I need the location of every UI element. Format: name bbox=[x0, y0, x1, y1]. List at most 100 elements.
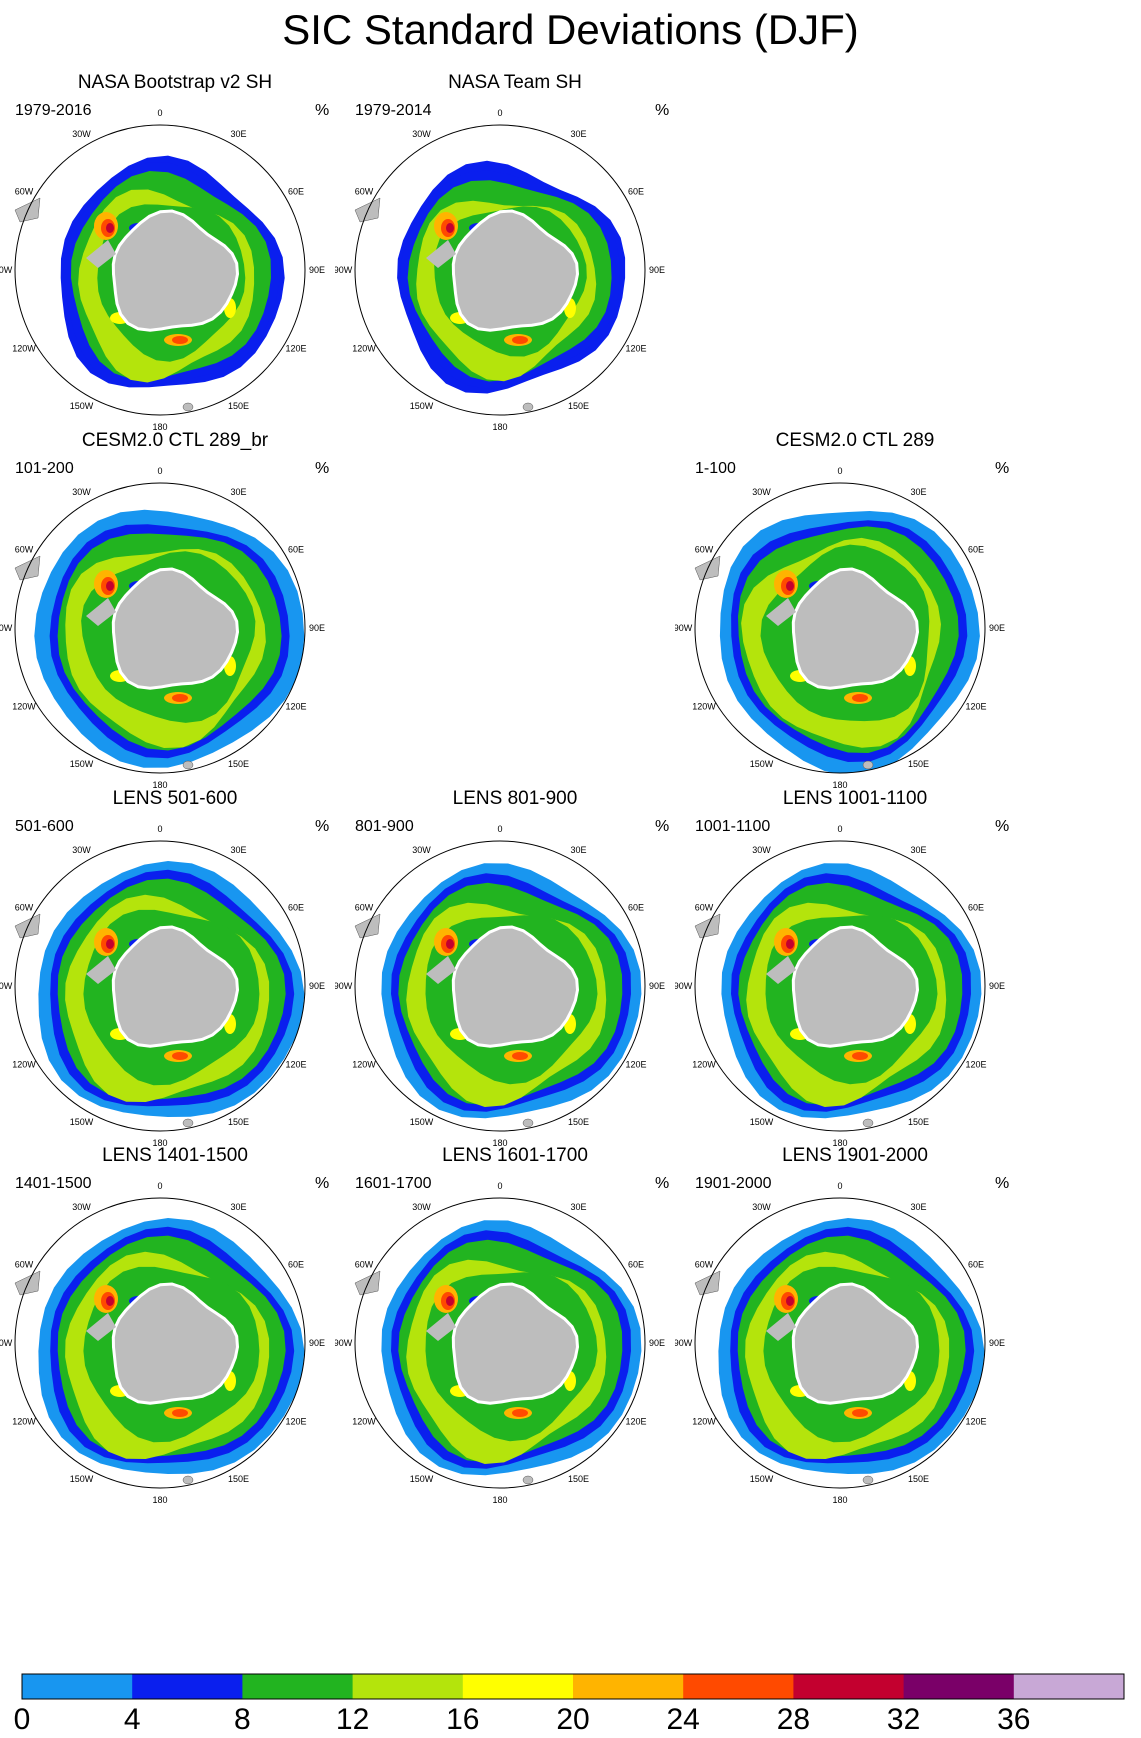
longitude-label: 90E bbox=[309, 265, 325, 275]
longitude-label: 60W bbox=[15, 1260, 34, 1270]
sic-hotspot bbox=[512, 1052, 528, 1060]
longitude-label: 60W bbox=[15, 903, 34, 913]
panel-years: 1601-1700 bbox=[355, 1175, 432, 1192]
longitude-label: 60E bbox=[628, 187, 644, 197]
panel-units: % bbox=[995, 460, 1010, 477]
longitude-label: 180 bbox=[492, 1138, 507, 1148]
longitude-label: 30E bbox=[230, 845, 246, 855]
antarctica-landmass bbox=[791, 567, 920, 690]
antarctic-peninsula bbox=[86, 956, 116, 984]
antarctic-peninsula bbox=[766, 598, 796, 626]
polar-map: 0 30E 60E 90E 120E 150E 180 150W 120W 90W 60W 30W bbox=[0, 1181, 325, 1505]
sic-hotspot bbox=[172, 1409, 188, 1417]
longitude-label: 120W bbox=[12, 1417, 36, 1427]
panel-years: 1901-2000 bbox=[695, 1175, 772, 1192]
sic-hotspot bbox=[106, 939, 114, 949]
sic-field bbox=[381, 863, 642, 1119]
sic-hotspot bbox=[512, 1409, 528, 1417]
longitude-label: 60E bbox=[288, 1260, 304, 1270]
longitude-label: 30W bbox=[752, 845, 771, 855]
longitude-label: 120W bbox=[12, 702, 36, 712]
longitude-label: 180 bbox=[152, 780, 167, 790]
longitude-label: 150W bbox=[750, 1474, 774, 1484]
longitude-label: 150W bbox=[750, 1117, 774, 1127]
longitude-label: 90W bbox=[0, 981, 13, 991]
panel-title: LENS 1901-2000 bbox=[782, 1145, 928, 1166]
antarctic-peninsula bbox=[426, 1313, 456, 1341]
colorbar-tick-label: 16 bbox=[446, 1703, 479, 1736]
longitude-label: 30W bbox=[412, 129, 431, 139]
longitude-label: 30W bbox=[412, 845, 431, 855]
longitude-label: 60W bbox=[355, 903, 374, 913]
polar-map: 0 30E 60E 90E 120E 150E 180 150W 120W 90W 60W 30W bbox=[335, 108, 665, 432]
colorbar-segment bbox=[132, 1674, 243, 1699]
longitude-label: 0 bbox=[497, 1181, 502, 1191]
longitude-label: 150W bbox=[410, 1474, 434, 1484]
antarctic-peninsula bbox=[426, 240, 456, 268]
longitude-label: 30E bbox=[910, 1202, 926, 1212]
antarctica-landmass bbox=[111, 1282, 240, 1405]
longitude-label: 90W bbox=[335, 265, 353, 275]
longitude-label: 150E bbox=[228, 401, 249, 411]
longitude-label: 150E bbox=[228, 1117, 249, 1127]
antarctica-landmass bbox=[111, 567, 240, 690]
panel-years: 801-900 bbox=[355, 818, 414, 835]
panel-units: % bbox=[315, 460, 330, 477]
longitude-label: 60W bbox=[15, 545, 34, 555]
longitude-label: 90E bbox=[649, 981, 665, 991]
panel-title: LENS 1001-1100 bbox=[782, 788, 928, 809]
longitude-label: 60W bbox=[15, 187, 34, 197]
longitude-label: 60W bbox=[355, 187, 374, 197]
longitude-label: 180 bbox=[152, 1138, 167, 1148]
new-zealand-island bbox=[862, 1118, 874, 1128]
panel-units: % bbox=[655, 818, 670, 835]
map-boundary bbox=[14, 840, 306, 1132]
longitude-label: 150E bbox=[568, 1474, 589, 1484]
longitude-label: 120E bbox=[285, 344, 306, 354]
longitude-label: 90E bbox=[309, 623, 325, 633]
colorbar-tick-label: 28 bbox=[777, 1703, 810, 1736]
longitude-label: 120E bbox=[625, 1417, 646, 1427]
antarctic-peninsula bbox=[86, 598, 116, 626]
map-panel-cesm-289: CESM2.0 CTL 289 1-100% 0 30E 60E 90E 120E 150E 1… bbox=[665, 430, 1045, 830]
longitude-label: 120W bbox=[352, 344, 376, 354]
colorbar-segment bbox=[352, 1674, 464, 1699]
sic-hotspot bbox=[852, 1409, 868, 1417]
polar-map: 0 30E 60E 90E 120E 150E 180 150W 120W 90W 60W 30W bbox=[675, 1181, 1005, 1505]
longitude-label: 120E bbox=[625, 344, 646, 354]
colorbar-tick-label: 8 bbox=[234, 1703, 251, 1736]
sic-hotspot bbox=[106, 581, 114, 591]
sic-hotspot bbox=[446, 1296, 454, 1306]
panel-title: NASA Bootstrap v2 SH bbox=[77, 72, 273, 93]
sic-field bbox=[381, 1220, 642, 1476]
longitude-label: 60W bbox=[695, 903, 714, 913]
colorbar-outline bbox=[21, 1673, 1125, 1700]
longitude-label: 90W bbox=[0, 1338, 13, 1348]
longitude-label: 120W bbox=[352, 1060, 376, 1070]
map-panel-nasa-team: NASA Team SH 1979-2014% 0 30E 60E 90E 120E 150E… bbox=[325, 72, 705, 472]
longitude-label: 60E bbox=[288, 545, 304, 555]
longitude-label: 90W bbox=[335, 1338, 353, 1348]
map-panel-lens-1001: LENS 1001-1100 1001-1100% 0 30E 60E 90E 120E 15… bbox=[665, 788, 1045, 1188]
polar-map: 0 30E 60E 90E 120E 150E 180 150W 120W 90W 60W 30W bbox=[0, 466, 325, 790]
longitude-label: 90E bbox=[649, 1338, 665, 1348]
longitude-label: 150W bbox=[70, 401, 94, 411]
longitude-label: 0 bbox=[837, 824, 842, 834]
sic-field bbox=[719, 511, 980, 773]
map-boundary bbox=[14, 1197, 306, 1489]
longitude-label: 120E bbox=[965, 1417, 986, 1427]
colorbar-tick-label: 4 bbox=[124, 1703, 141, 1736]
longitude-label: 60E bbox=[288, 187, 304, 197]
map-boundary bbox=[694, 482, 986, 774]
longitude-label: 60W bbox=[695, 1260, 714, 1270]
panel-title: LENS 501-600 bbox=[112, 788, 238, 809]
new-zealand-island bbox=[182, 402, 194, 412]
longitude-label: 150W bbox=[410, 1117, 434, 1127]
colorbar-segment bbox=[22, 1674, 133, 1699]
longitude-label: 30W bbox=[752, 1202, 771, 1212]
sic-hotspot bbox=[172, 694, 188, 702]
sic-hotspot bbox=[852, 1052, 868, 1060]
longitude-label: 30W bbox=[72, 129, 91, 139]
antarctic-peninsula bbox=[426, 956, 456, 984]
map-panel-lens-801: LENS 801-900 801-900% 0 30E 60E 90E 120E 150E 18… bbox=[325, 788, 705, 1188]
